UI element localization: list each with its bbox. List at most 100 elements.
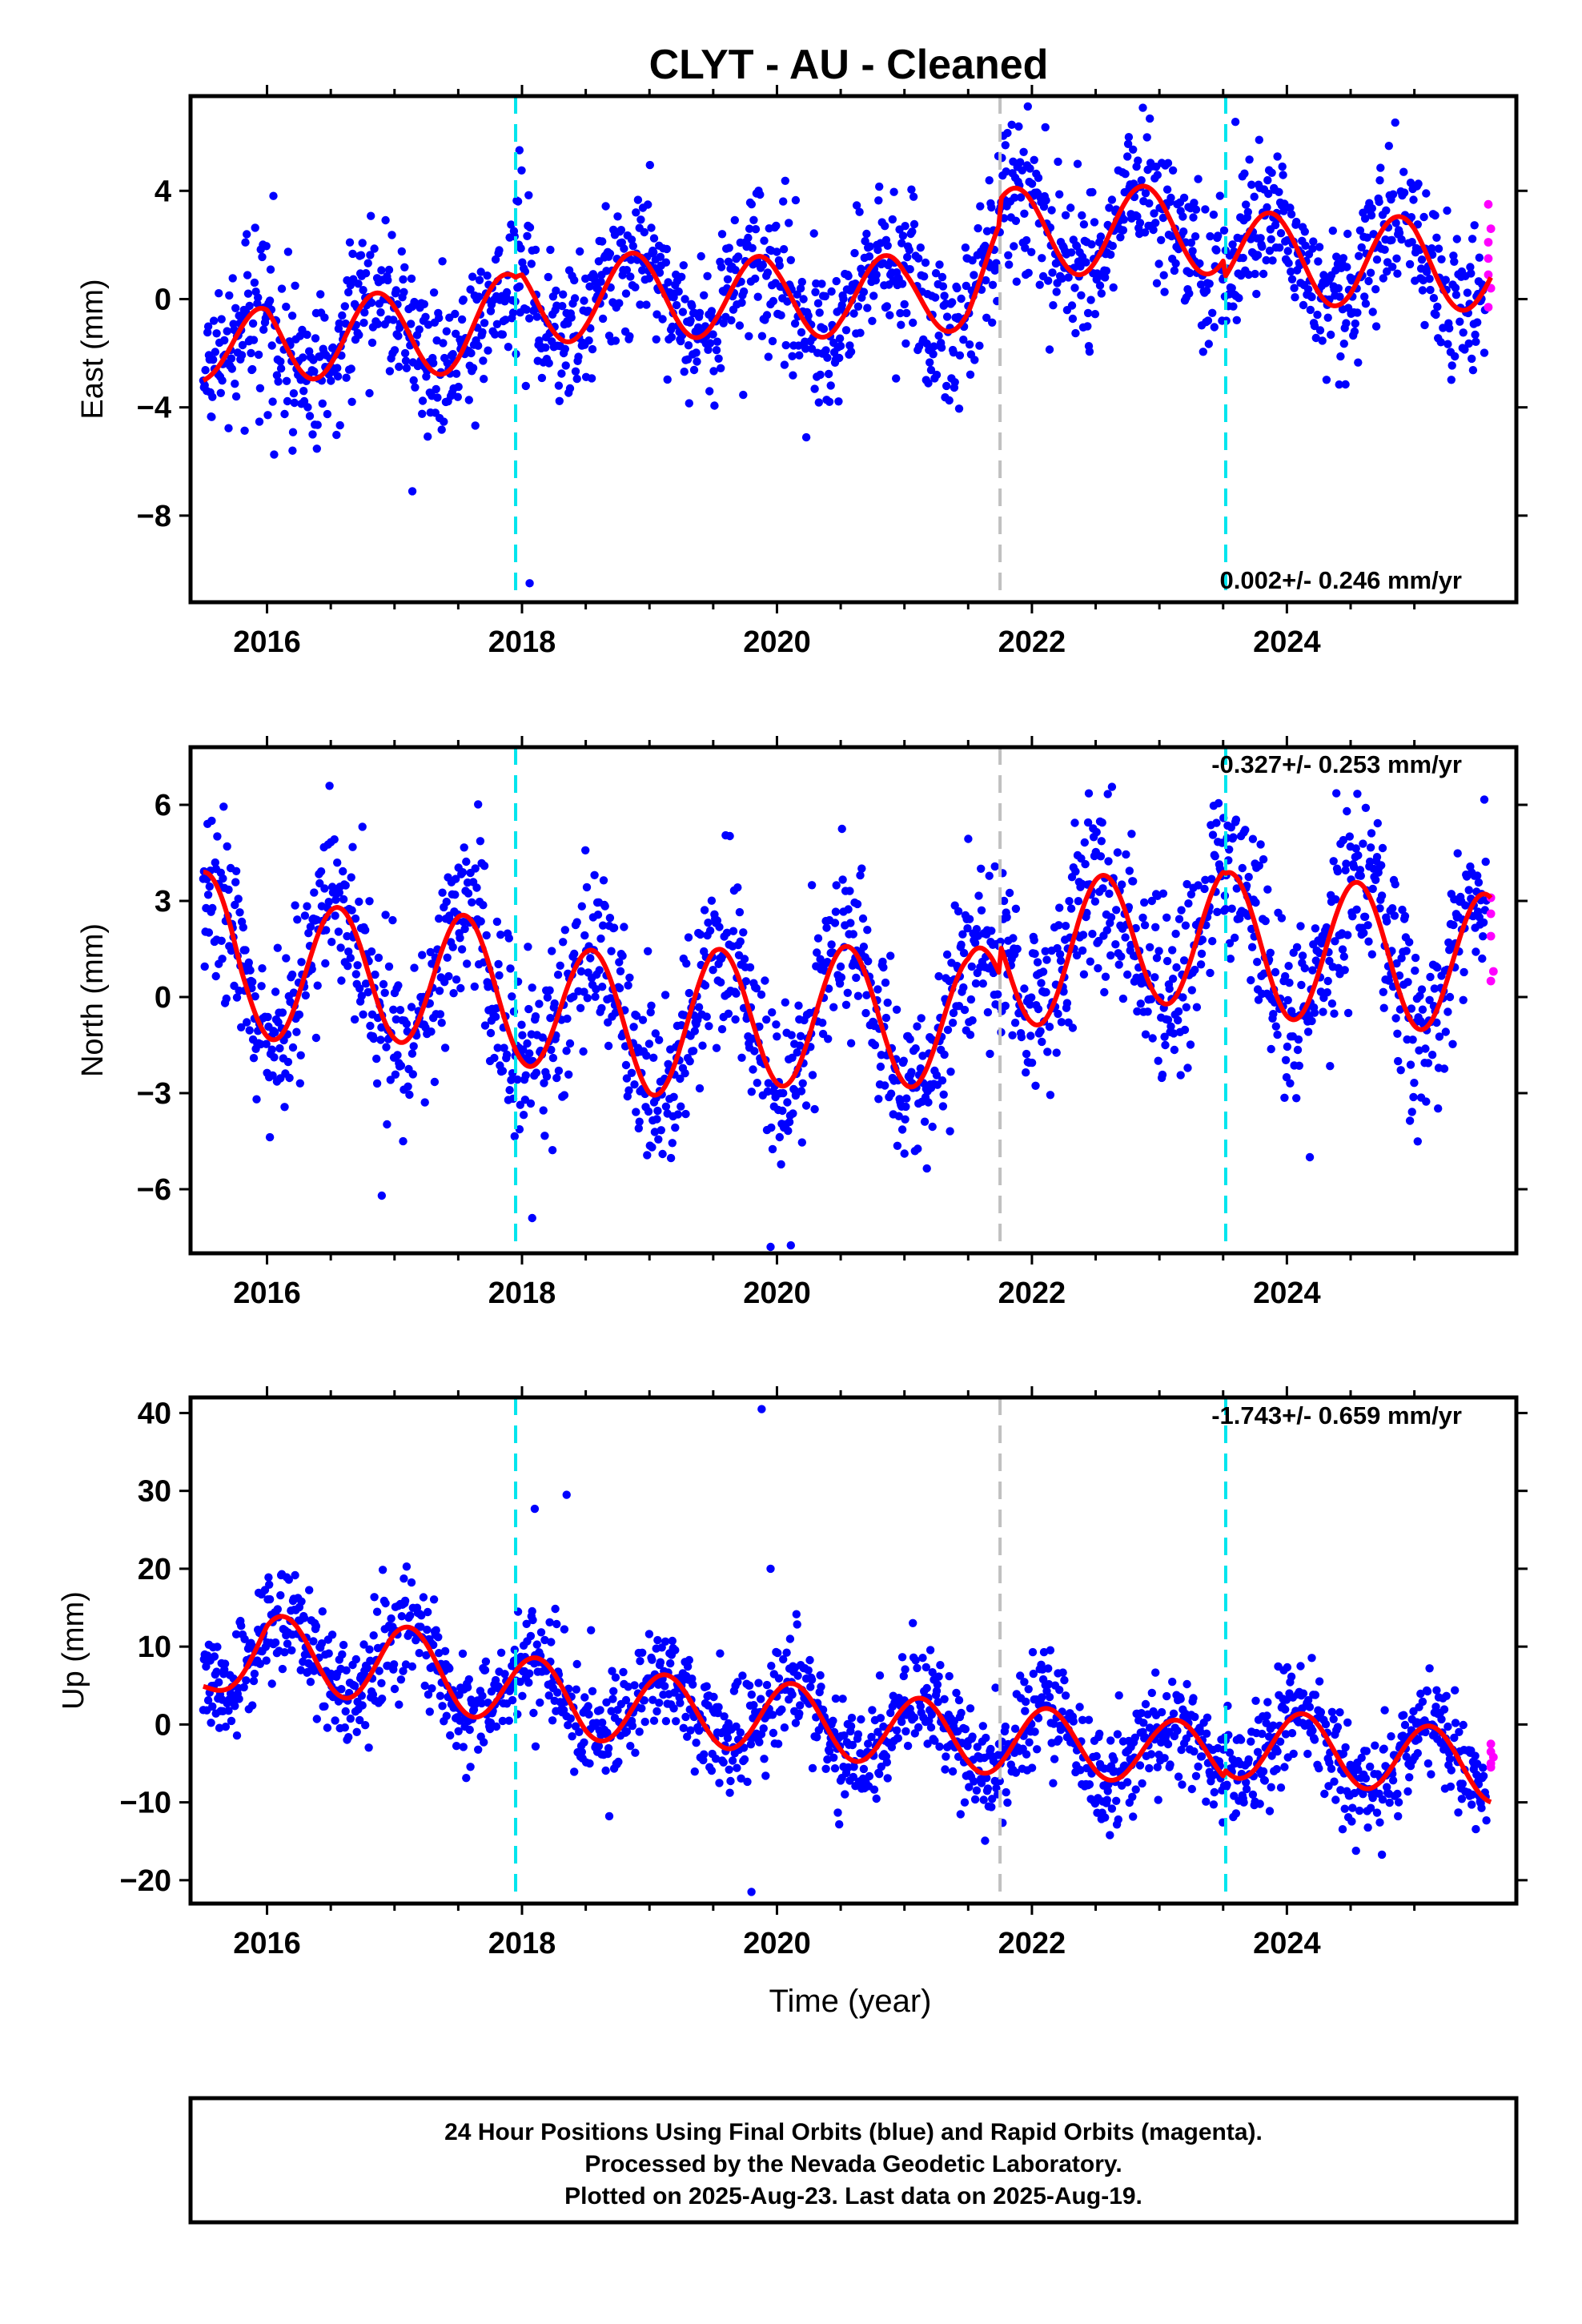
final-orbit-point xyxy=(262,242,271,251)
final-orbit-point xyxy=(640,1696,648,1705)
final-orbit-point xyxy=(1202,1729,1211,1738)
final-orbit-point xyxy=(911,1656,920,1665)
final-orbit-point xyxy=(853,991,863,1000)
final-orbit-point xyxy=(631,283,640,292)
final-orbit-point xyxy=(435,1649,444,1658)
final-orbit-point xyxy=(479,356,488,365)
final-orbit-point xyxy=(1133,1007,1142,1016)
final-orbit-point xyxy=(586,954,595,963)
final-orbit-point xyxy=(793,1620,801,1629)
final-orbit-point xyxy=(753,292,762,301)
final-orbit-point xyxy=(946,1127,954,1136)
final-orbit-point xyxy=(1083,308,1093,318)
final-orbit-point xyxy=(207,412,216,421)
rapid-orbit-point xyxy=(1484,238,1493,247)
final-orbit-point xyxy=(1341,380,1350,389)
final-orbit-point xyxy=(593,911,603,919)
final-orbit-point xyxy=(1189,213,1198,222)
final-orbit-point xyxy=(613,212,622,221)
final-orbit-point xyxy=(541,343,550,352)
final-orbit-point xyxy=(1287,210,1296,219)
final-orbit-point xyxy=(801,1101,811,1110)
final-orbit-point xyxy=(408,1662,417,1671)
final-orbit-point xyxy=(982,1774,991,1783)
final-orbit-point xyxy=(285,1073,294,1083)
final-orbit-point xyxy=(938,1102,948,1111)
final-orbit-point xyxy=(876,1062,885,1072)
final-orbit-point xyxy=(464,889,473,898)
final-orbit-point xyxy=(1299,300,1308,310)
final-orbit-point xyxy=(805,1655,814,1665)
final-orbit-point xyxy=(732,989,741,998)
final-orbit-point xyxy=(973,1743,982,1751)
final-orbit-point xyxy=(1079,220,1089,229)
final-orbit-point xyxy=(674,287,683,296)
final-orbit-point xyxy=(1231,815,1241,824)
final-orbit-point xyxy=(528,1615,537,1625)
final-orbit-point xyxy=(1467,269,1476,278)
final-orbit-point xyxy=(1407,238,1416,247)
final-orbit-point xyxy=(1162,913,1171,923)
final-orbit-point xyxy=(762,1015,771,1024)
final-orbit-point xyxy=(1327,330,1335,340)
final-orbit-point xyxy=(689,1047,698,1055)
final-orbit-point xyxy=(1123,139,1133,148)
final-orbit-point xyxy=(1084,789,1094,798)
final-orbit-point xyxy=(316,867,326,876)
final-orbit-point xyxy=(1042,987,1050,997)
final-orbit-point xyxy=(622,1074,632,1083)
final-orbit-point xyxy=(1306,305,1315,315)
final-orbit-point xyxy=(977,906,986,915)
final-orbit-point xyxy=(1445,324,1454,333)
final-orbit-point xyxy=(387,1614,396,1623)
final-orbit-point xyxy=(1393,1029,1402,1039)
final-orbit-point xyxy=(405,1090,414,1100)
final-orbit-point xyxy=(859,943,869,951)
final-orbit-point xyxy=(333,364,342,372)
final-orbit-point xyxy=(531,1012,540,1021)
final-orbit-point xyxy=(630,1681,639,1690)
final-orbit-point xyxy=(940,292,949,300)
final-orbit-point xyxy=(757,332,767,340)
final-orbit-point xyxy=(1010,193,1019,202)
final-orbit-point xyxy=(1163,1739,1173,1749)
final-orbit-point xyxy=(817,1683,825,1691)
final-orbit-point xyxy=(853,1730,863,1739)
final-orbit-point xyxy=(1149,225,1158,235)
final-orbit-point xyxy=(972,925,982,934)
final-orbit-point xyxy=(1367,204,1377,213)
final-orbit-point xyxy=(484,346,492,355)
final-orbit-point xyxy=(1236,1735,1246,1744)
final-orbit-point xyxy=(1061,211,1070,219)
final-orbit-point xyxy=(1380,245,1389,254)
final-orbit-point xyxy=(1182,1679,1191,1689)
final-orbit-point xyxy=(406,1611,415,1620)
final-orbit-point xyxy=(848,1740,857,1750)
final-orbit-point xyxy=(1069,1717,1078,1726)
final-orbit-point xyxy=(1022,1068,1030,1077)
final-orbit-point xyxy=(663,375,672,384)
final-orbit-point xyxy=(1251,1696,1260,1705)
final-orbit-point xyxy=(558,302,567,311)
final-orbit-point xyxy=(942,312,952,321)
final-orbit-point xyxy=(1253,958,1262,967)
final-orbit-point xyxy=(436,1691,445,1700)
final-orbit-point xyxy=(707,1766,717,1775)
final-orbit-point xyxy=(1154,259,1163,268)
final-orbit-point xyxy=(377,1023,386,1032)
final-orbit-point xyxy=(440,417,448,426)
final-orbit-point xyxy=(811,287,820,296)
final-orbit-point xyxy=(1055,190,1064,199)
final-orbit-point xyxy=(738,1671,747,1680)
final-orbit-point xyxy=(921,1663,931,1672)
final-orbit-point xyxy=(1265,246,1275,255)
final-orbit-point xyxy=(916,1702,926,1711)
final-orbit-point xyxy=(524,1678,533,1687)
final-orbit-point xyxy=(496,1648,506,1657)
final-orbit-point xyxy=(1339,835,1348,845)
final-orbit-point xyxy=(548,947,556,955)
final-orbit-point xyxy=(235,1695,243,1703)
final-orbit-point xyxy=(903,252,912,262)
final-orbit-point xyxy=(1252,289,1261,299)
final-orbit-point xyxy=(615,983,624,993)
